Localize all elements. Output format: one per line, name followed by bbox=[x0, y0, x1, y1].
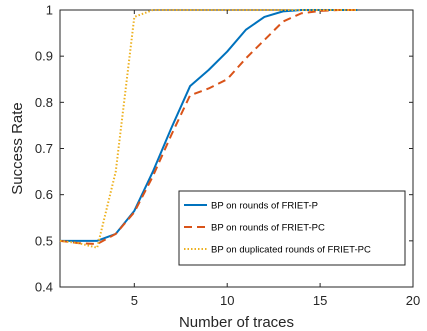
legend-label: BP on rounds of FRIET-P bbox=[211, 201, 318, 212]
legend-label: BP on rounds of FRIET-PC bbox=[211, 223, 325, 234]
y-tick-label: 0.7 bbox=[35, 141, 53, 156]
ticks: 5 10 15 20 0.4 0.5 0.6 0.7 0.8 0.9 1 bbox=[35, 3, 420, 309]
y-axis-label: Success Rate bbox=[9, 102, 26, 195]
x-axis-label: Number of traces bbox=[179, 314, 294, 331]
x-tick-label: 20 bbox=[406, 293, 420, 308]
y-tick-label: 0.4 bbox=[35, 280, 53, 295]
legend: BP on rounds of FRIET-P BP on rounds of F… bbox=[178, 190, 406, 266]
y-tick-label: 0.5 bbox=[35, 233, 53, 248]
y-tick-label: 0.9 bbox=[35, 49, 53, 64]
series-lines bbox=[59, 9, 358, 249]
y-tick-label: 1 bbox=[46, 3, 53, 18]
x-tick-label: 10 bbox=[220, 293, 234, 308]
legend-box bbox=[178, 190, 406, 266]
y-tick-label: 0.8 bbox=[35, 95, 53, 110]
x-tick-label: 15 bbox=[313, 293, 327, 308]
legend-label: BP on duplicated rounds of FRIET-PC bbox=[211, 245, 371, 256]
x-tick-label: 5 bbox=[131, 293, 138, 308]
series-line-dotted bbox=[59, 9, 358, 249]
series-line-dashed bbox=[59, 9, 358, 246]
series-line-solid bbox=[60, 9, 358, 242]
y-tick-label: 0.6 bbox=[35, 187, 53, 202]
